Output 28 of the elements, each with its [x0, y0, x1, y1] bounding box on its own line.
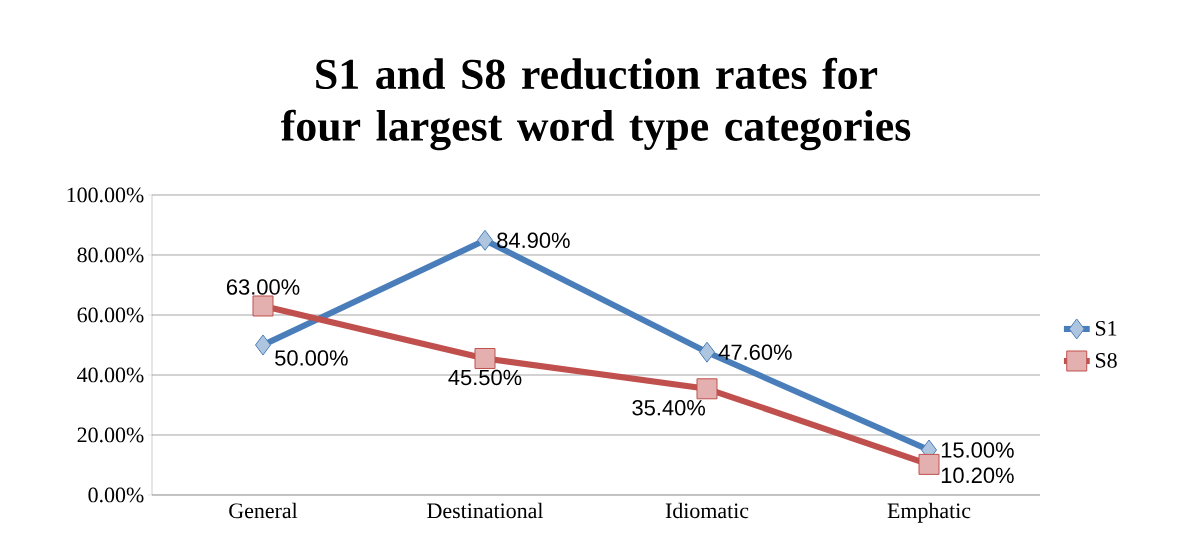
data-label: 35.40% [632, 399, 706, 416]
y-tick-label: 80.00% [77, 247, 144, 263]
y-tick-label: 0.00% [88, 487, 144, 503]
data-label: 50.00% [275, 350, 348, 366]
point [252, 295, 274, 317]
point [699, 341, 716, 363]
y-tick-label: 20.00% [77, 427, 144, 443]
x-tick-label: Emphatic [887, 502, 971, 523]
data-label: 10.20% [941, 467, 1014, 484]
point [477, 229, 494, 251]
point [918, 453, 940, 475]
y-tick-label: 100.00% [67, 187, 144, 203]
x-tick-label: Idiomatic [665, 502, 749, 519]
legend-label: S8 [1095, 352, 1117, 368]
chart-title: S1 and S8 reduction rates for four largest word type categories [281, 57, 911, 151]
legend-label: S1 [1095, 320, 1117, 336]
y-tick-label: 40.00% [77, 367, 144, 383]
data-label: 15.00% [941, 442, 1014, 458]
x-tick-label: General [229, 502, 298, 519]
x-tick-label: Destinational [427, 502, 544, 519]
y-tick-label: 60.00% [77, 307, 144, 323]
point [696, 378, 718, 400]
data-label: 47.60% [718, 344, 792, 360]
point [255, 334, 272, 356]
data-label: 63.00% [226, 279, 300, 295]
point [474, 347, 496, 369]
data-label: 84.90% [497, 232, 570, 249]
data-label: 45.50% [448, 369, 522, 386]
